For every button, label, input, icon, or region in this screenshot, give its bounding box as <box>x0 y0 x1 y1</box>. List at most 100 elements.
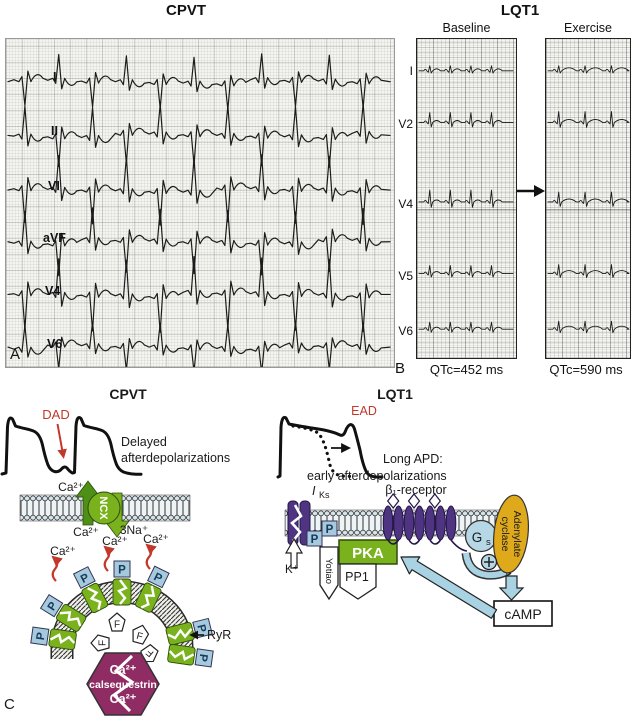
baseline-traces <box>417 65 516 333</box>
pp1-label: PP1 <box>345 570 369 584</box>
fkbp-pentagon: F <box>90 634 110 652</box>
ryr-crack-icon <box>167 628 193 640</box>
ca-leak-label: Ca²⁺ <box>102 534 128 548</box>
ecg-trace-1 <box>418 112 514 128</box>
adenylate-cyclase <box>493 494 529 574</box>
phosphate-badge <box>72 566 96 589</box>
panel-b-label: B <box>395 360 406 377</box>
beta1-receptor <box>382 493 468 552</box>
fkbp-label: F <box>135 631 144 643</box>
iks-label: I <box>312 484 316 498</box>
ecg-trace-lead-V6 <box>7 320 391 367</box>
na-label: 3Na⁺ <box>120 523 148 537</box>
ecg-trace-1 <box>547 111 630 128</box>
ryr-crack-icon <box>59 611 82 627</box>
phosphate-badge <box>39 593 64 618</box>
ryr-channel: P <box>112 560 132 606</box>
lead-label-a-2: VI <box>48 179 60 193</box>
k-current-arrow-icon <box>284 537 304 569</box>
pka-box <box>338 539 398 565</box>
ryr-crack-icon <box>117 579 128 605</box>
ncx-exchanger <box>87 491 121 525</box>
camp-box <box>493 600 553 627</box>
lead-label-b-0: I <box>409 64 413 78</box>
ryr-channel: P <box>39 593 87 632</box>
ryr-body <box>112 578 132 606</box>
ncx-label: NCX <box>97 496 109 520</box>
yotiao-label: Yotiao <box>323 558 334 584</box>
lead-label-a-3: aVF <box>43 231 66 245</box>
exercise-header: Exercise <box>564 21 612 35</box>
phosphate-label: P <box>194 623 208 634</box>
ryr-channel: P <box>30 626 77 651</box>
lead-label-a-5: V6 <box>47 337 63 351</box>
ac-camp-arrow <box>498 575 525 601</box>
ca-leak-label: Ca²⁺ <box>143 532 169 546</box>
apd-description-line1: Long APD: <box>383 452 443 466</box>
pp1-shape <box>339 563 377 600</box>
phosphate-label: P <box>35 631 48 641</box>
ecg-trace-4 <box>547 320 630 334</box>
ryr-crack-icon <box>49 632 76 645</box>
casq-label: calsequestrin <box>89 679 157 691</box>
dad-description-line2: afterdepolarizations <box>121 451 230 465</box>
lead-label-b-3: V5 <box>398 269 413 283</box>
camp-pka-arrow <box>400 556 498 619</box>
lqt1-ecg-title: LQT1 <box>500 2 540 19</box>
ca-leak-arrow-icon <box>145 543 157 570</box>
ryr-channel: P <box>167 643 214 668</box>
ryr-body <box>81 582 109 614</box>
phosphate-badge <box>306 530 323 547</box>
ecg-trace-0 <box>547 65 630 74</box>
lead-label-a-1: II <box>51 124 58 138</box>
ryr-body <box>135 582 162 613</box>
phosphate-label: P <box>326 524 334 536</box>
ryr-crack-icon <box>168 649 195 662</box>
receptor-loop-diamond-icon <box>407 493 421 509</box>
ca-out-arrow-icon <box>75 480 101 526</box>
ryr-body <box>55 604 87 632</box>
dad-arrow-icon <box>56 423 67 459</box>
ryr-body <box>165 622 195 646</box>
ecg-trace-2 <box>547 191 630 207</box>
ca-in-label: Ca²⁺ <box>73 525 99 539</box>
fkbp-label: F <box>114 620 120 631</box>
ecg-trace-0 <box>418 65 514 74</box>
cpvt-ecg-panel <box>5 38 395 368</box>
fkbp-pentagon: F <box>108 612 126 632</box>
panel-c-label: C <box>4 696 15 713</box>
phosphate-label: P <box>311 534 319 546</box>
phosphate-label: P <box>118 565 126 577</box>
calsequestrin-hexagon <box>86 652 160 716</box>
ecg-trace-3 <box>547 264 630 279</box>
baseline-to-exercise-arrow-icon <box>517 185 545 197</box>
casq-ca-bottom-label: Ca²⁺ <box>110 692 137 706</box>
gs-subscript: s <box>486 537 491 548</box>
pka-label: PKA <box>352 545 384 562</box>
phosphate-label: P <box>196 653 209 663</box>
ecg-trace-lead-VI <box>7 154 391 226</box>
ryr-crack-icon <box>87 587 102 610</box>
calsequestrin-crack-icon <box>111 654 135 713</box>
fkbp-label: F <box>144 646 156 658</box>
ryr-body <box>167 643 196 666</box>
action-potential-cpvt <box>0 416 143 476</box>
dad-label: DAD <box>42 407 69 422</box>
ecg-trace-2 <box>418 189 514 208</box>
casq-ca-top-label: Ca²⁺ <box>110 663 137 677</box>
iks-subscript: Ks <box>319 490 330 500</box>
ecg-trace-lead-V4 <box>7 255 391 333</box>
phosphate-badge <box>30 626 50 646</box>
exercise-traces <box>546 65 630 334</box>
lead-label-b-1: V2 <box>398 117 413 131</box>
fkbp-shape <box>132 624 150 645</box>
ca-leak-arrow-icon <box>51 555 63 582</box>
fkbp-pentagon: F <box>132 624 150 645</box>
cpvt-ecg-traces <box>7 53 391 367</box>
qtc-baseline-label: QTc=452 ms <box>429 362 504 377</box>
lead-label-a-4: V4 <box>45 284 61 298</box>
phosphate-badge <box>113 560 131 578</box>
cpvt-diagram-title: CPVT <box>109 386 147 402</box>
receptor-loops <box>387 539 468 552</box>
